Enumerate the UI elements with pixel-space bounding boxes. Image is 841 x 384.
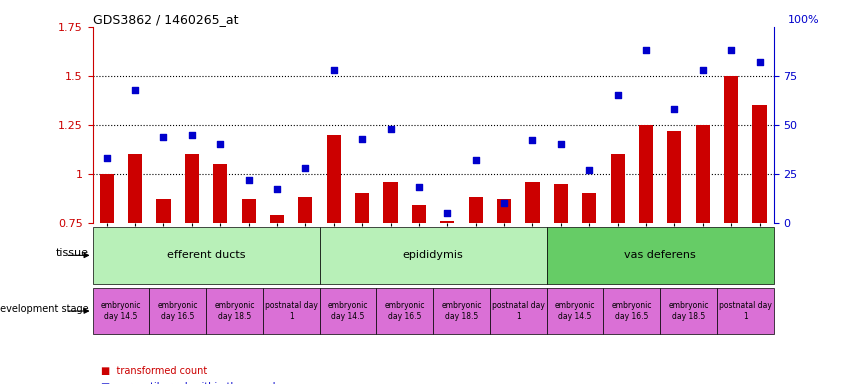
Point — [753, 59, 766, 65]
Text: tissue: tissue — [56, 248, 88, 258]
Text: epididymis: epididymis — [403, 250, 463, 260]
Point — [214, 141, 227, 147]
Bar — [262, 288, 320, 334]
Text: postnatal day
1: postnatal day 1 — [719, 301, 772, 321]
Bar — [150, 288, 206, 334]
Point — [497, 200, 510, 206]
Bar — [376, 288, 433, 334]
Bar — [355, 194, 369, 223]
Bar — [412, 205, 426, 223]
Point — [724, 47, 738, 53]
Bar — [553, 184, 568, 223]
Text: postnatal day
1: postnatal day 1 — [492, 301, 545, 321]
Bar — [639, 125, 653, 223]
Text: postnatal day
1: postnatal day 1 — [265, 301, 318, 321]
Text: 100%: 100% — [787, 15, 819, 25]
Bar — [213, 164, 227, 223]
Text: GDS3862 / 1460265_at: GDS3862 / 1460265_at — [93, 13, 238, 26]
Point — [383, 126, 397, 132]
Bar — [547, 227, 774, 284]
Bar — [717, 288, 774, 334]
Point — [327, 67, 341, 73]
Bar — [660, 288, 717, 334]
Bar — [582, 194, 596, 223]
Bar — [206, 288, 262, 334]
Point — [583, 167, 596, 173]
Bar — [99, 174, 114, 223]
Bar — [667, 131, 681, 223]
Point — [185, 131, 198, 138]
Bar — [611, 154, 625, 223]
Point — [668, 106, 681, 112]
Text: embryonic
day 14.5: embryonic day 14.5 — [101, 301, 141, 321]
Text: vas deferens: vas deferens — [624, 250, 696, 260]
Text: embryonic
day 18.5: embryonic day 18.5 — [214, 301, 255, 321]
Point — [242, 177, 256, 183]
Bar — [753, 105, 767, 223]
Point — [129, 86, 142, 93]
Point — [639, 47, 653, 53]
Text: embryonic
day 14.5: embryonic day 14.5 — [328, 301, 368, 321]
Bar — [497, 199, 511, 223]
Bar — [468, 197, 483, 223]
Text: embryonic
day 18.5: embryonic day 18.5 — [669, 301, 709, 321]
Bar — [526, 182, 540, 223]
Text: embryonic
day 16.5: embryonic day 16.5 — [611, 301, 652, 321]
Bar — [326, 135, 341, 223]
Text: embryonic
day 16.5: embryonic day 16.5 — [157, 301, 198, 321]
Text: ■  percentile rank within the sample: ■ percentile rank within the sample — [101, 382, 282, 384]
Point — [356, 136, 369, 142]
Point — [412, 184, 426, 190]
Bar — [93, 288, 150, 334]
Bar — [299, 197, 313, 223]
Text: embryonic
day 14.5: embryonic day 14.5 — [555, 301, 595, 321]
Bar — [603, 288, 660, 334]
Point — [299, 165, 312, 171]
Bar — [93, 227, 320, 284]
Point — [526, 137, 539, 144]
Point — [100, 155, 114, 161]
Point — [696, 67, 710, 73]
Point — [611, 92, 624, 98]
Point — [270, 186, 283, 192]
Point — [469, 157, 483, 163]
Bar — [128, 154, 142, 223]
Bar — [383, 182, 398, 223]
Bar — [270, 215, 284, 223]
Text: embryonic
day 18.5: embryonic day 18.5 — [442, 301, 482, 321]
Bar — [440, 221, 454, 223]
Text: ■  transformed count: ■ transformed count — [101, 366, 207, 376]
Bar — [489, 288, 547, 334]
Text: embryonic
day 16.5: embryonic day 16.5 — [384, 301, 425, 321]
Bar — [320, 288, 376, 334]
Text: development stage: development stage — [0, 304, 88, 314]
Bar — [156, 199, 171, 223]
Point — [554, 141, 568, 147]
Point — [156, 134, 170, 140]
Bar — [320, 227, 547, 284]
Bar — [696, 125, 710, 223]
Text: efferent ducts: efferent ducts — [167, 250, 246, 260]
Point — [441, 210, 454, 216]
Bar — [433, 288, 489, 334]
Bar — [547, 288, 603, 334]
Bar — [724, 76, 738, 223]
Bar — [241, 199, 256, 223]
Bar — [185, 154, 199, 223]
